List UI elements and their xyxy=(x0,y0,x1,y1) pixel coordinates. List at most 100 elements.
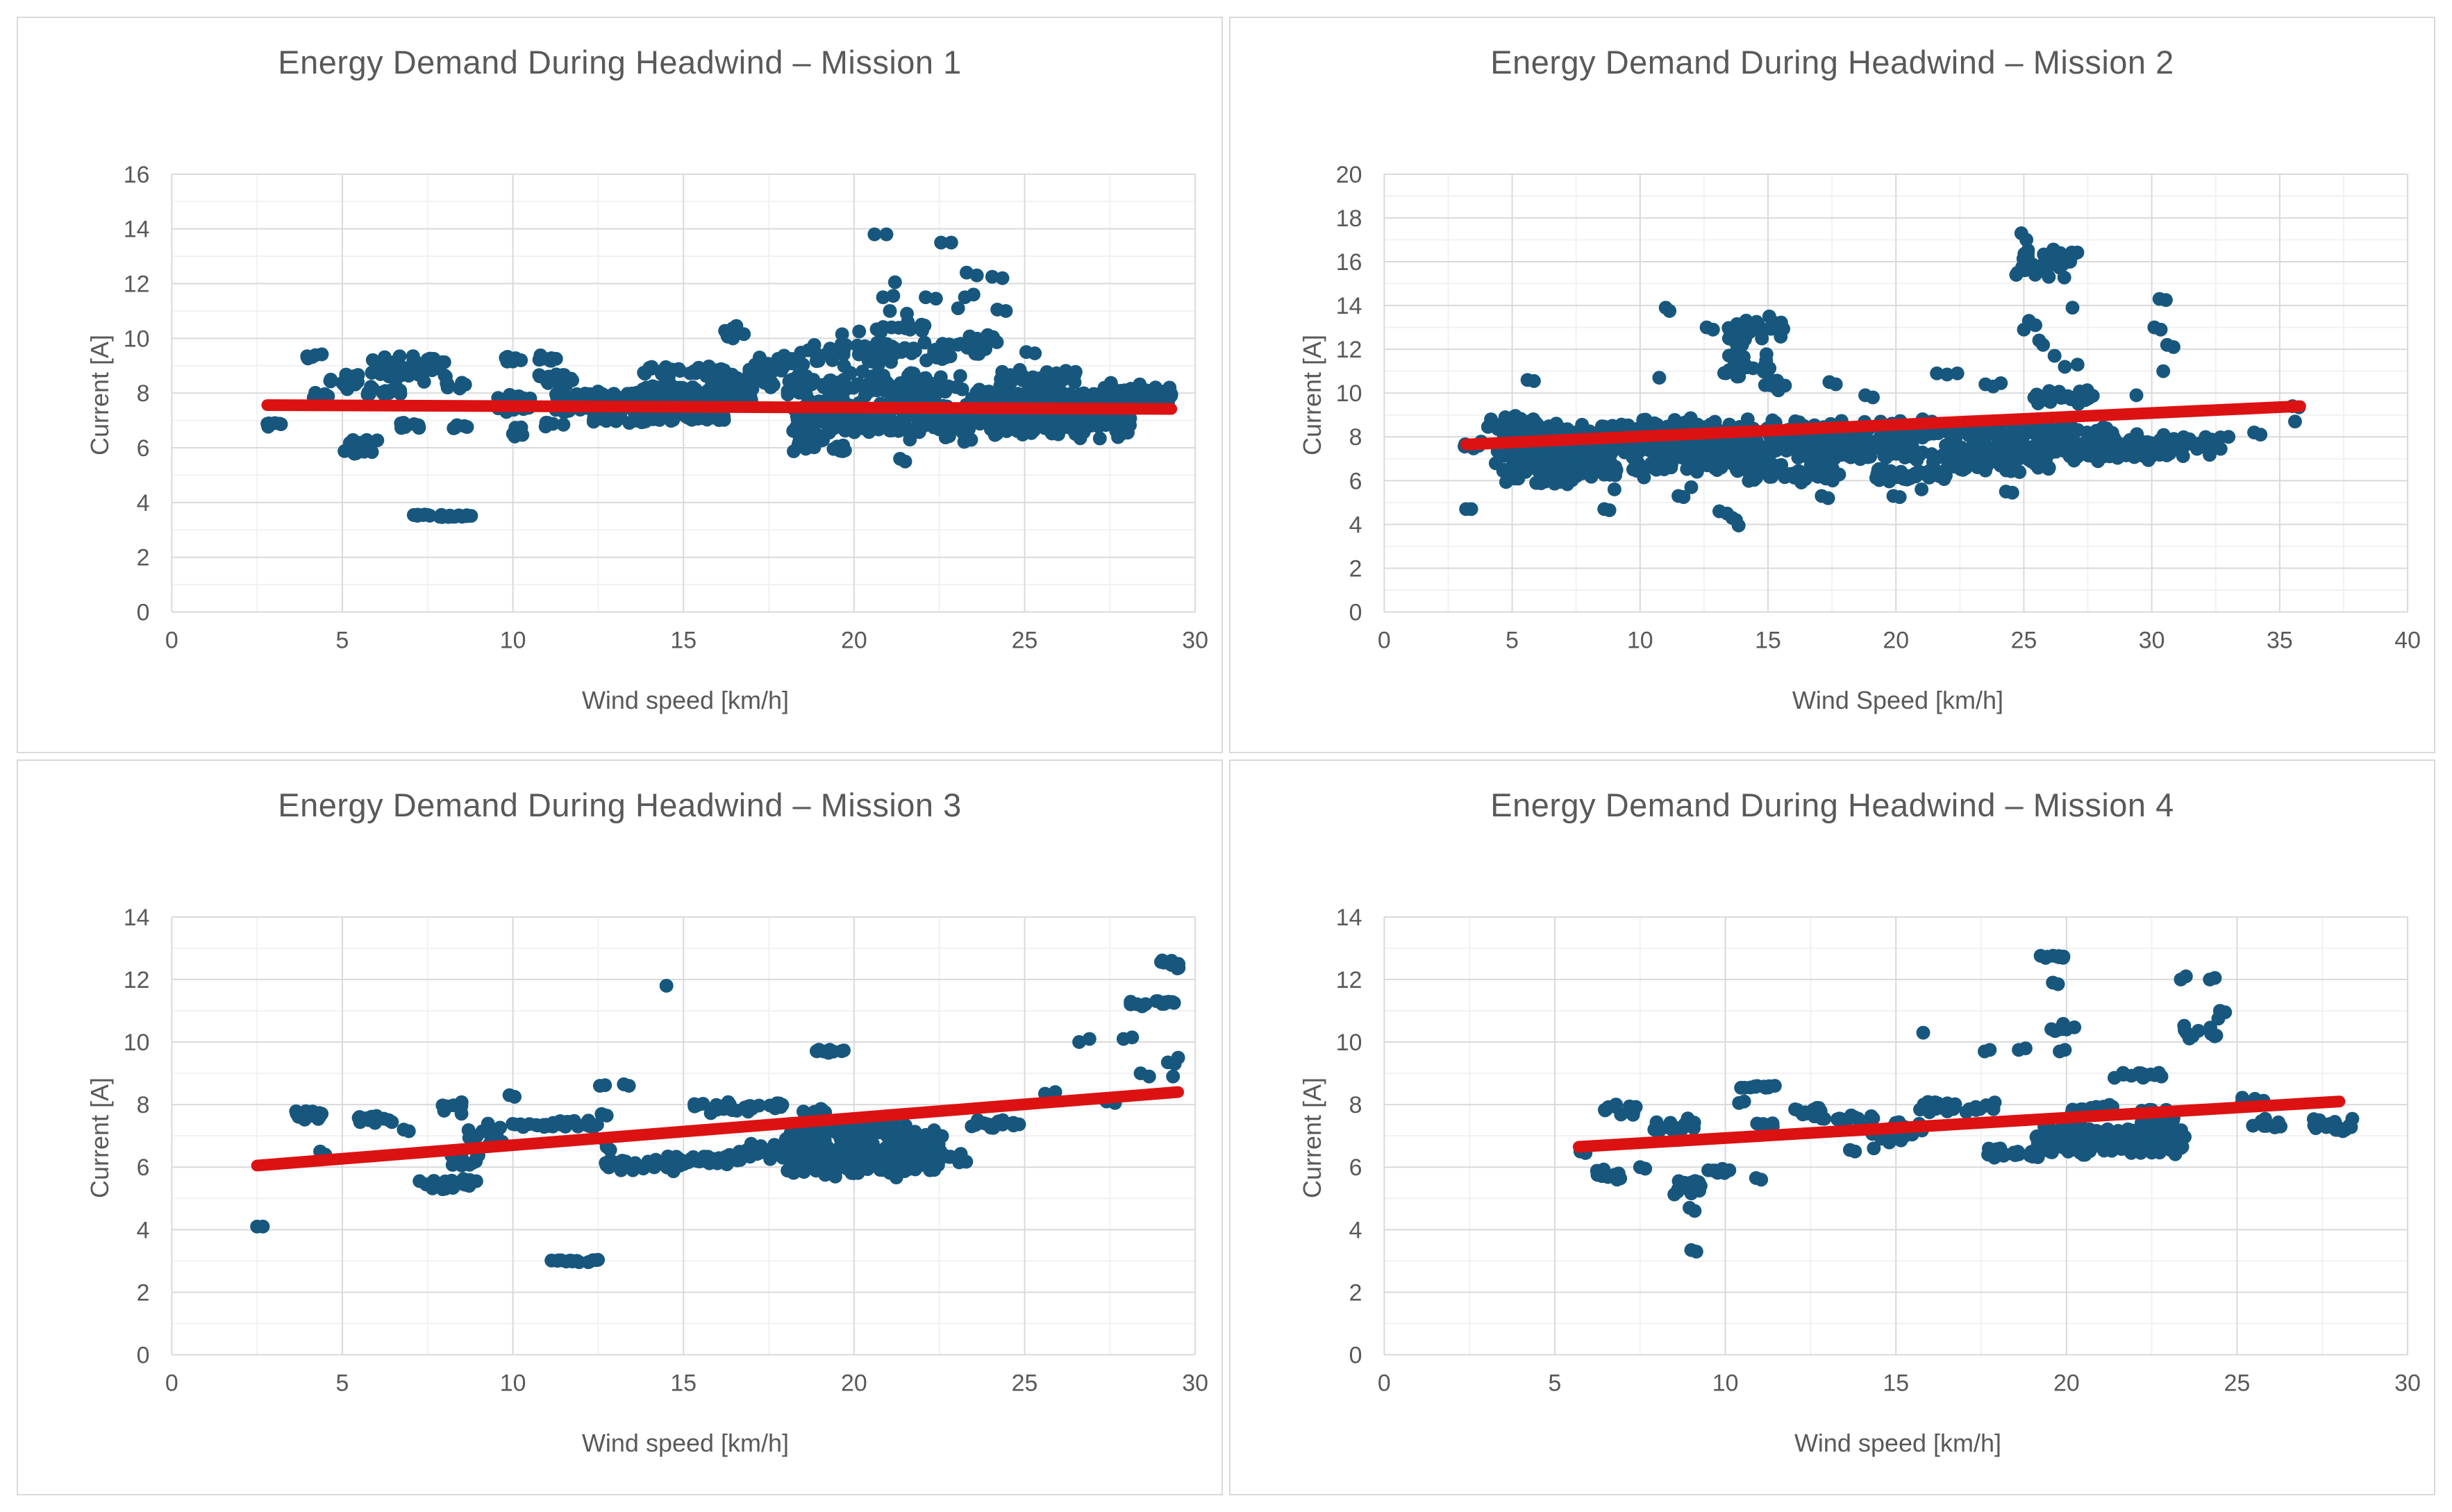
data-point xyxy=(1608,468,1623,482)
data-point xyxy=(362,1113,376,1127)
data-point xyxy=(851,347,866,362)
data-point xyxy=(2009,267,2024,282)
data-point xyxy=(783,1139,798,1152)
data-point xyxy=(401,1123,416,1138)
data-point xyxy=(2068,390,2083,405)
data-point xyxy=(1881,448,1896,462)
data-point xyxy=(966,287,981,302)
data-point xyxy=(2051,435,2066,449)
data-point xyxy=(1915,445,1930,460)
data-point xyxy=(446,1180,460,1195)
x-tick-label: 20 xyxy=(1883,627,1909,653)
data-point xyxy=(2021,246,2035,261)
data-point xyxy=(1840,1112,1855,1127)
data-point xyxy=(427,1173,442,1188)
data-point xyxy=(935,377,949,392)
data-point xyxy=(2208,1029,2222,1043)
y-tick-label: 2 xyxy=(137,1279,150,1306)
data-point xyxy=(2030,390,2044,405)
data-point xyxy=(703,1153,718,1168)
data-point xyxy=(1667,1187,1682,1201)
data-point xyxy=(1800,442,1815,457)
data-point xyxy=(708,366,722,380)
chart-mission-4: Energy Demand During Headwind – Mission … xyxy=(1229,759,2435,1495)
data-point xyxy=(1126,392,1141,407)
data-point xyxy=(2143,1141,2158,1156)
data-point xyxy=(598,1077,612,1092)
data-point xyxy=(456,1177,471,1191)
data-point xyxy=(1125,1030,1140,1044)
data-point xyxy=(1092,431,1107,446)
data-point xyxy=(602,1154,617,1168)
data-point xyxy=(839,1154,853,1168)
data-point xyxy=(980,1116,994,1131)
data-point xyxy=(886,289,901,303)
data-point xyxy=(917,335,932,350)
data-point xyxy=(926,347,941,362)
y-tick-label: 2 xyxy=(1349,1279,1362,1306)
x-tick-label: 10 xyxy=(1712,1370,1739,1396)
data-point xyxy=(726,331,740,346)
y-tick-label: 6 xyxy=(1349,1154,1362,1181)
data-point xyxy=(879,227,894,242)
data-point xyxy=(556,417,571,432)
data-point xyxy=(658,360,673,374)
data-point xyxy=(987,428,1002,442)
data-point xyxy=(1882,1135,1896,1150)
data-point xyxy=(750,1146,765,1161)
data-point xyxy=(898,1164,912,1177)
y-tick-label: 10 xyxy=(1336,1030,1362,1056)
y-tick-label: 6 xyxy=(1349,468,1362,494)
data-point xyxy=(900,306,914,321)
data-point xyxy=(867,227,882,242)
x-tick-label: 25 xyxy=(1012,1370,1038,1396)
data-point xyxy=(2172,1128,2187,1143)
data-point xyxy=(1922,1104,1937,1119)
x-axis-title: Wind speed [km/h] xyxy=(581,686,790,714)
data-point xyxy=(884,320,899,335)
data-point xyxy=(393,387,408,401)
data-point xyxy=(672,380,686,395)
y-tick-label: 14 xyxy=(1336,293,1362,319)
data-point xyxy=(802,1141,817,1156)
data-point xyxy=(1073,387,1087,402)
x-tick-label: 0 xyxy=(165,1370,178,1396)
data-point xyxy=(2042,389,2057,404)
data-point xyxy=(828,1164,843,1179)
scatter-plot-mission-3: 0 5 10 15 20 25 30 0 2 4 6 8 10 12 14 xyxy=(124,904,1208,1396)
data-point xyxy=(311,1111,326,1126)
data-point xyxy=(550,1253,565,1268)
data-point xyxy=(919,290,933,305)
data-point xyxy=(661,410,676,424)
data-point xyxy=(647,1160,662,1174)
data-point xyxy=(915,324,929,338)
data-point xyxy=(684,1151,698,1166)
data-point xyxy=(1652,453,1667,468)
data-point xyxy=(1962,428,1976,443)
data-point xyxy=(2134,1115,2149,1129)
data-point xyxy=(951,301,965,315)
data-point xyxy=(1689,1244,1703,1259)
data-point xyxy=(1636,412,1651,427)
data-point xyxy=(2051,977,2065,991)
x-tick-label: 30 xyxy=(1182,627,1208,653)
chart-mission-3: Energy Demand During Headwind – Mission … xyxy=(17,759,1223,1495)
data-point xyxy=(2048,1023,2062,1038)
data-point xyxy=(1035,374,1049,388)
y-tick-label: 8 xyxy=(1349,1092,1362,1118)
data-point xyxy=(2038,1128,2053,1143)
data-point xyxy=(2335,1123,2350,1138)
data-point xyxy=(916,1141,931,1156)
data-point xyxy=(2036,337,2051,352)
data-point xyxy=(955,382,969,396)
y-tick-label: 6 xyxy=(137,1154,150,1181)
x-tick-label: 40 xyxy=(2394,627,2421,653)
y-tick-label: 10 xyxy=(1336,380,1362,407)
data-point xyxy=(301,351,315,366)
data-point xyxy=(1719,366,1733,380)
y-tick-label: 4 xyxy=(1349,512,1362,538)
data-point xyxy=(807,440,821,455)
data-point xyxy=(974,388,988,403)
data-point xyxy=(1940,1095,1955,1110)
x-tick-label: 30 xyxy=(2139,627,2165,653)
